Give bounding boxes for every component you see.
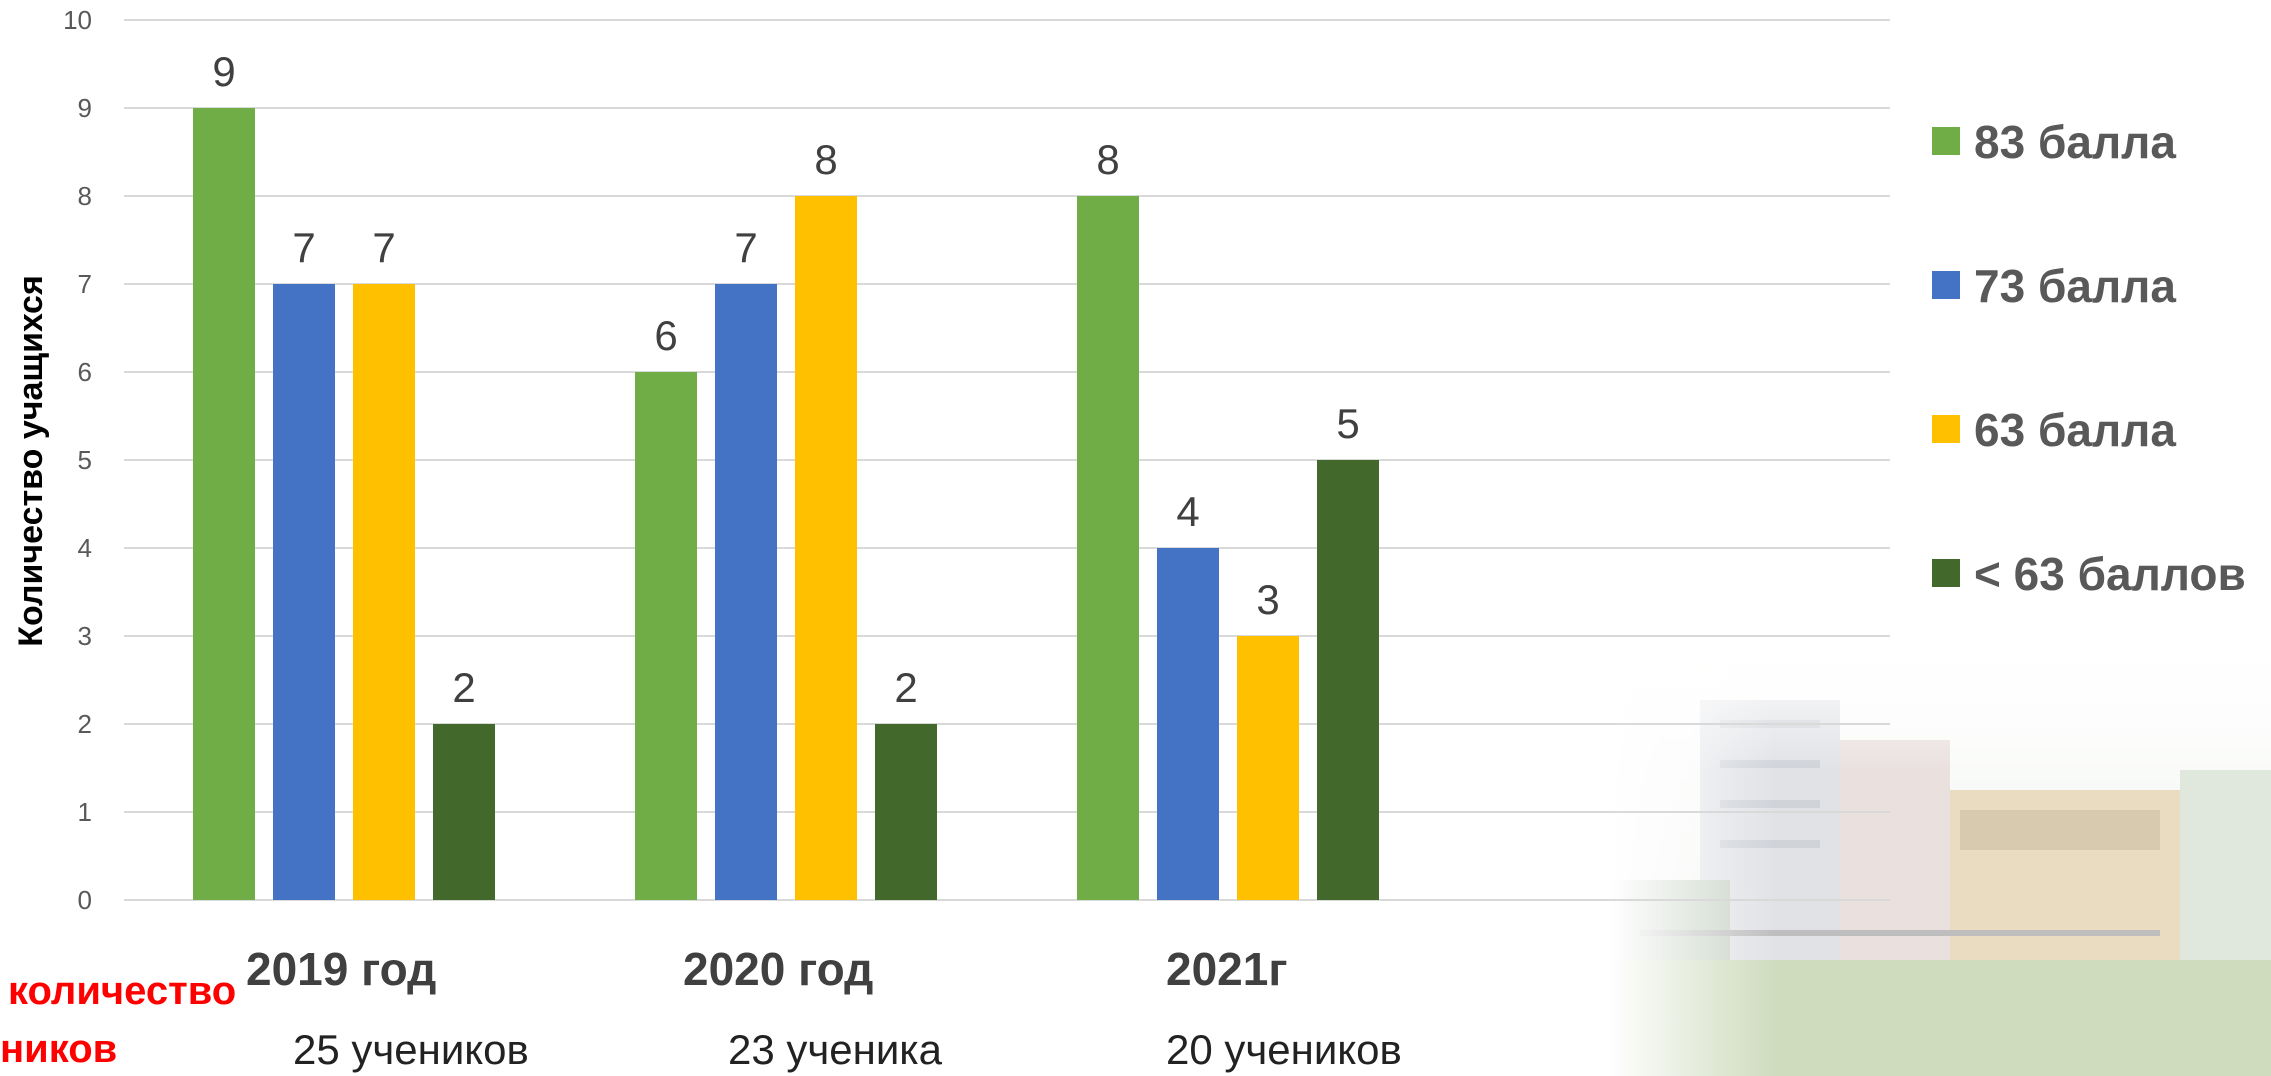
legend-label: 73 балла <box>1974 260 2176 312</box>
bar <box>273 284 335 900</box>
legend-label: 83 балла <box>1974 116 2176 168</box>
data-label: 7 <box>372 224 395 271</box>
y-tick-label: 6 <box>78 357 92 387</box>
bar <box>1077 196 1139 900</box>
legend-item: 63 балла <box>1932 404 2176 456</box>
school-building-photo <box>1610 640 2271 1076</box>
bar <box>433 724 495 900</box>
legend-item: 83 балла <box>1932 116 2176 168</box>
y-axis-title: Количество учащихся <box>12 275 50 647</box>
legend: 83 балла 73 балла 63 балла < 63 баллов <box>1932 116 2246 600</box>
data-label: 7 <box>734 224 757 271</box>
bar <box>635 372 697 900</box>
data-label: 8 <box>1096 136 1119 183</box>
category-label: 2020 год <box>683 943 873 995</box>
bars <box>193 108 1379 900</box>
legend-item: < 63 баллов <box>1932 548 2246 600</box>
total-count-label-line2: ников <box>0 1027 117 1071</box>
bar <box>1237 636 1299 900</box>
y-tick-label: 10 <box>63 5 92 35</box>
legend-item: 73 балла <box>1932 260 2176 312</box>
y-tick-label: 5 <box>78 445 92 475</box>
legend-swatch <box>1932 127 1960 155</box>
student-count-label: 25 учеников <box>293 1026 529 1073</box>
bar <box>193 108 255 900</box>
category-label: 2019 год <box>246 943 436 995</box>
total-count-label-line1: количество <box>8 969 236 1013</box>
data-label: 4 <box>1176 488 1199 535</box>
y-tick-label: 3 <box>78 621 92 651</box>
data-label: 8 <box>814 136 837 183</box>
student-count-label: 23 ученика <box>728 1026 943 1073</box>
bar <box>1157 548 1219 900</box>
y-tick-label: 9 <box>78 93 92 123</box>
gridlines <box>124 19 1890 901</box>
bar <box>715 284 777 900</box>
data-label: 2 <box>452 664 475 711</box>
y-tick-label: 2 <box>78 709 92 739</box>
category-label: 2021г <box>1166 943 1288 995</box>
y-tick-label: 4 <box>78 533 92 563</box>
y-tick-label: 7 <box>78 269 92 299</box>
student-count-label: 20 учеников <box>1166 1026 1402 1073</box>
bar <box>795 196 857 900</box>
bar <box>875 724 937 900</box>
y-tick-label: 8 <box>78 181 92 211</box>
y-tick-label: 1 <box>78 797 92 827</box>
data-label: 5 <box>1336 400 1359 447</box>
legend-swatch <box>1932 271 1960 299</box>
legend-label: < 63 баллов <box>1974 548 2246 600</box>
bar <box>353 284 415 900</box>
data-label: 2 <box>894 664 917 711</box>
data-label: 7 <box>292 224 315 271</box>
data-label: 3 <box>1256 576 1279 623</box>
legend-label: 63 балла <box>1974 404 2176 456</box>
legend-swatch <box>1932 415 1960 443</box>
y-axis: 0 1 2 3 4 5 6 7 8 9 10 <box>63 5 92 915</box>
y-tick-label: 0 <box>78 885 92 915</box>
x-axis: 2019 год 25 учеников 2020 год 23 ученика 202… <box>246 943 1402 1073</box>
legend-swatch <box>1932 559 1960 587</box>
bar <box>1317 460 1379 900</box>
data-labels: 9 6 8 7 7 4 7 8 3 2 2 5 <box>212 48 1359 711</box>
data-label: 9 <box>212 48 235 95</box>
data-label: 6 <box>654 312 677 359</box>
